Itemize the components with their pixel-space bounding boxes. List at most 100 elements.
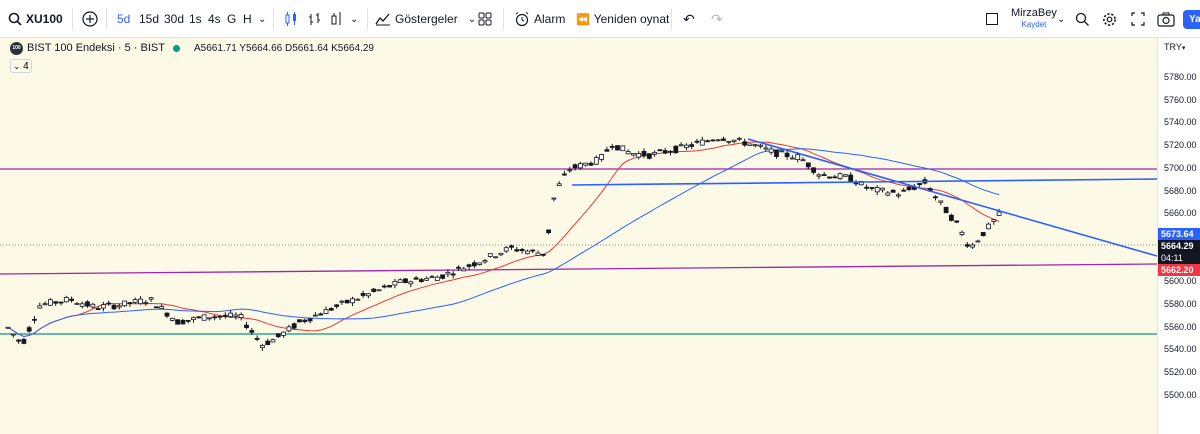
currency-selector[interactable]: TRY▾ — [1164, 42, 1185, 52]
candle-down — [69, 298, 74, 301]
candle-down — [540, 253, 546, 256]
candle-down — [805, 162, 811, 168]
bars-chart-icon[interactable] — [307, 0, 323, 38]
price-tick-label: 5580.00 — [1164, 299, 1197, 309]
price-scale[interactable]: TRY▾ 5780.00 5760.00 5740.00 5720.00 5700.00… — [1157, 38, 1200, 434]
price-tick-label: 5720.00 — [1164, 140, 1197, 151]
candle-down — [307, 318, 313, 322]
candle-up — [37, 305, 43, 309]
replay-label: Yeniden oynat — [593, 12, 670, 26]
candle-down — [53, 301, 59, 304]
candle-up — [270, 339, 276, 343]
candle-up — [132, 299, 138, 303]
candle-up — [228, 312, 234, 318]
candle-down — [869, 187, 875, 189]
ohlc-values: A5661.71 Y5664.66 D5661.64 K5664.29 — [193, 42, 374, 54]
indicators-button[interactable]: Göstergeler ⌄ — [375, 0, 476, 38]
candle-up — [885, 192, 891, 196]
candle-up — [90, 303, 96, 308]
candle-down — [949, 214, 954, 221]
quick-search-button[interactable] — [1075, 0, 1090, 38]
candle-down — [572, 164, 578, 169]
settings-button[interactable] — [1102, 0, 1117, 38]
candle-down — [297, 319, 302, 323]
last-price-tag: 5664.29 — [1158, 240, 1200, 252]
indicator-template-icon[interactable] — [330, 0, 344, 38]
candle-down — [646, 153, 652, 159]
candle-up — [699, 139, 705, 146]
candle-up — [837, 173, 843, 180]
interval-4s[interactable]: 4s — [208, 12, 221, 26]
compare-button[interactable] — [82, 0, 98, 38]
candle-up — [376, 289, 382, 292]
candle-down — [964, 244, 970, 247]
price-tick-label: 5520.00 — [1164, 367, 1197, 378]
candle-up — [74, 302, 80, 305]
gear-icon — [1103, 12, 1116, 26]
candle-up — [143, 302, 149, 304]
candle-down — [784, 152, 790, 158]
candle-down — [668, 150, 673, 153]
layout-chevron-icon[interactable]: ⌄ — [1057, 13, 1066, 25]
interval-1s[interactable]: 1s — [189, 12, 202, 26]
candle-down — [641, 151, 647, 157]
candle-up — [970, 244, 975, 248]
candle-up — [487, 253, 493, 257]
candle-down — [381, 285, 387, 288]
candle-up — [567, 169, 573, 172]
candle-up — [169, 317, 175, 321]
candle-down — [609, 146, 615, 148]
candle-up — [339, 300, 345, 303]
price-tick-label: 5680.00 — [1164, 185, 1197, 196]
candle-up — [779, 150, 785, 153]
candle-up — [599, 154, 604, 160]
fullscreen-button[interactable] — [1131, 0, 1145, 38]
symbol-title[interactable]: BIST 100 Endeksi · 5 · BIST — [27, 42, 165, 54]
chart-pane[interactable] — [0, 38, 1157, 434]
candle-down — [217, 315, 223, 318]
candle-up — [461, 268, 467, 272]
layout-grid-button[interactable] — [478, 0, 492, 38]
interval-30d[interactable]: 30d — [164, 12, 185, 26]
undo-icon[interactable]: ↶ — [683, 10, 695, 27]
publish-button[interactable]: Ya — [1183, 0, 1200, 38]
candle-down — [249, 330, 255, 333]
candle-down — [58, 301, 64, 304]
currency-label: TRY — [1164, 42, 1182, 52]
candle-up — [880, 187, 885, 191]
candle-up — [975, 240, 981, 243]
symbol-search[interactable]: XU100 — [8, 0, 63, 38]
alarm-clock-icon — [515, 12, 529, 27]
candle-up — [191, 317, 196, 321]
trendline-descending — [747, 138, 1157, 257]
interval-g[interactable]: G — [227, 12, 237, 26]
candle-up — [535, 252, 541, 256]
price-tick-label: 5740.00 — [1164, 117, 1197, 128]
candle-up — [874, 186, 880, 193]
indicators-collapse-button[interactable]: ⌄ 4 — [10, 59, 32, 73]
interval-15d[interactable]: 15d — [139, 12, 160, 26]
price-tick-label: 5700.00 — [1164, 162, 1197, 173]
snapshot-button[interactable] — [1157, 0, 1175, 38]
candle-down — [615, 145, 620, 151]
candle-up — [816, 174, 822, 177]
layout-save-button[interactable]: MirzaBey Kaydet — [1011, 0, 1057, 38]
candle-down — [519, 249, 525, 252]
redo-icon[interactable]: ↷ — [711, 10, 723, 27]
replay-button[interactable]: ⏪ Yeniden oynat — [576, 0, 669, 38]
candle-up — [5, 326, 11, 329]
layout-checkbox[interactable] — [986, 0, 998, 38]
candle-up — [159, 306, 165, 309]
candle-up — [636, 153, 642, 158]
alarm-button[interactable]: Alarm — [514, 0, 565, 38]
candles-chart-type-icon[interactable] — [283, 0, 299, 38]
interval-h[interactable]: H — [243, 12, 252, 26]
chart-type-chevron-icon[interactable]: ⌄ — [350, 13, 359, 25]
interval-dropdown-chevron-icon[interactable]: ⌄ — [258, 13, 267, 25]
interval-5d[interactable]: 5d — [117, 12, 131, 26]
price-chart[interactable] — [0, 38, 1157, 434]
candle-down — [456, 266, 461, 269]
market-status-dot-icon — [172, 44, 180, 52]
candle-down — [418, 279, 424, 283]
candle-up — [556, 183, 562, 187]
